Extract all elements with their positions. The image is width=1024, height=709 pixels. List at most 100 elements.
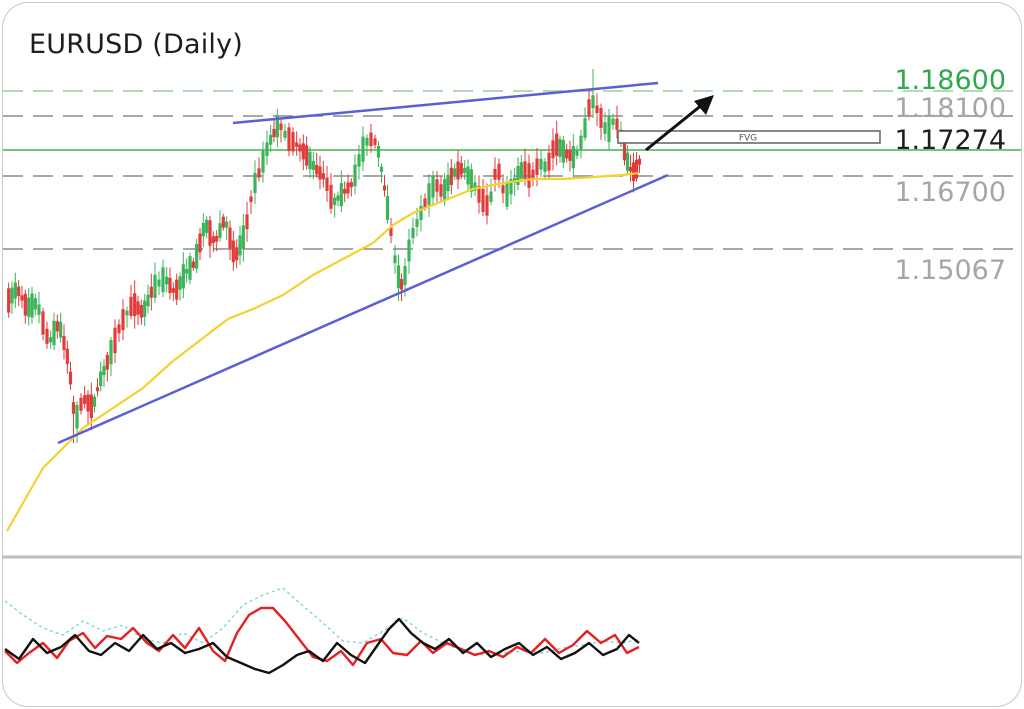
candle-body-154: [558, 139, 562, 157]
candle-body-122: [439, 184, 443, 197]
candle-body-55: [198, 233, 202, 253]
candle-body-72: [257, 168, 261, 178]
candle-body-11: [45, 328, 49, 344]
candle-body-135: [485, 195, 489, 216]
candle-body-30: [109, 340, 113, 365]
candle-body-123: [443, 179, 447, 201]
candle-body-132: [473, 182, 477, 191]
candle-body-130: [466, 166, 470, 185]
chart-title: EURUSD (Daily): [29, 29, 244, 60]
candle-body-59: [211, 236, 215, 244]
candle-body-158: [571, 146, 575, 169]
candle-body-49: [178, 276, 182, 290]
candle-body-56: [201, 223, 205, 237]
candle-body-65: [231, 240, 235, 263]
candle-body-165: [599, 108, 603, 128]
candle-body-114: [407, 239, 411, 262]
candle-body-90: [321, 173, 325, 180]
candle-body-31: [113, 327, 117, 354]
candle-body-159: [575, 150, 579, 156]
candle-body-10: [41, 311, 45, 335]
level-label-3: 1.16700: [894, 177, 1006, 208]
moving-average-line: [6, 171, 640, 532]
candle-body-19: [71, 402, 76, 414]
candle-body-4: [20, 295, 24, 301]
candle-body-115: [411, 227, 415, 239]
candle-body-66: [235, 247, 239, 261]
candle-body-63: [225, 221, 229, 228]
candle-body-3: [17, 286, 21, 296]
candle-body-21: [79, 397, 83, 411]
candle-body-28: [102, 365, 106, 376]
candle-body-173: [628, 167, 633, 172]
candle-body-9: [37, 304, 41, 315]
candle-body-40: [146, 294, 150, 307]
candle-body-138: [497, 163, 501, 180]
upper-trendline: [232, 81, 659, 125]
candle-body-52: [188, 256, 192, 280]
lower-trendline: [57, 173, 669, 445]
candle-body-26: [95, 387, 100, 392]
candle-body-74: [265, 142, 269, 157]
candle-body-156: [565, 149, 569, 159]
candle-body-161: [583, 118, 587, 138]
candle-body-77: [275, 115, 279, 138]
candle-body-54: [195, 243, 199, 269]
candle-body-42: [153, 274, 157, 298]
candle-body-129: [463, 167, 467, 174]
candle-body-139: [501, 185, 505, 194]
candle-body-133: [477, 185, 481, 203]
candle-body-25: [92, 396, 97, 407]
candle-body-120: [431, 175, 435, 198]
level-label-4: 1.15067: [894, 255, 1006, 286]
candle-body-1: [10, 287, 14, 304]
candle-body-175: [634, 159, 639, 179]
candle-body-34: [125, 310, 129, 316]
candle-body-5: [23, 293, 27, 316]
candle-body-91: [325, 177, 329, 191]
candle-body-39: [143, 300, 147, 317]
candle-body-146: [527, 163, 531, 188]
arrow-head: [694, 95, 714, 115]
candle-body-75: [269, 134, 273, 145]
candle-body-141: [509, 179, 513, 195]
candle-body-92: [329, 184, 333, 209]
candle-body-93: [333, 197, 337, 206]
candle-body-33: [121, 309, 125, 331]
candle-body-167: [607, 116, 611, 143]
candle-body-2: [13, 282, 17, 299]
candle-body-58: [208, 220, 212, 246]
candle-body-44: [161, 267, 165, 293]
candle-body-99: [353, 164, 357, 187]
candle-body-160: [579, 135, 583, 151]
candle-body-131: [469, 169, 473, 192]
candle-body-107: [382, 185, 387, 191]
candle-body-14: [55, 321, 59, 332]
candle-body-103: [369, 132, 373, 146]
candle-body-98: [349, 182, 353, 188]
candle-body-147: [531, 169, 535, 179]
candle-body-43: [157, 279, 161, 287]
candle-body-127: [456, 161, 460, 180]
candle-body-41: [149, 286, 153, 298]
candle-body-82: [295, 142, 299, 147]
candle-body-112: [399, 278, 404, 290]
oscillator-line-red: [4, 606, 640, 667]
candle-body-111: [396, 265, 401, 289]
candle-body-155: [561, 140, 565, 163]
candle-body-7: [30, 293, 34, 318]
candle-body-81: [291, 132, 295, 152]
arrow-shaft: [645, 102, 704, 152]
candle-body-50: [181, 264, 185, 289]
candle-body-137: [493, 168, 497, 180]
candle-body-176: [637, 158, 642, 165]
candle-body-16: [62, 335, 66, 351]
candle-body-61: [218, 223, 222, 238]
candle-body-48: [175, 279, 179, 300]
level-label-1: 1.18100: [894, 93, 1006, 124]
candle-body-108: [385, 196, 390, 220]
candle-body-17: [65, 348, 69, 365]
candle-body-47: [171, 288, 175, 293]
candle-body-22: [83, 395, 87, 405]
